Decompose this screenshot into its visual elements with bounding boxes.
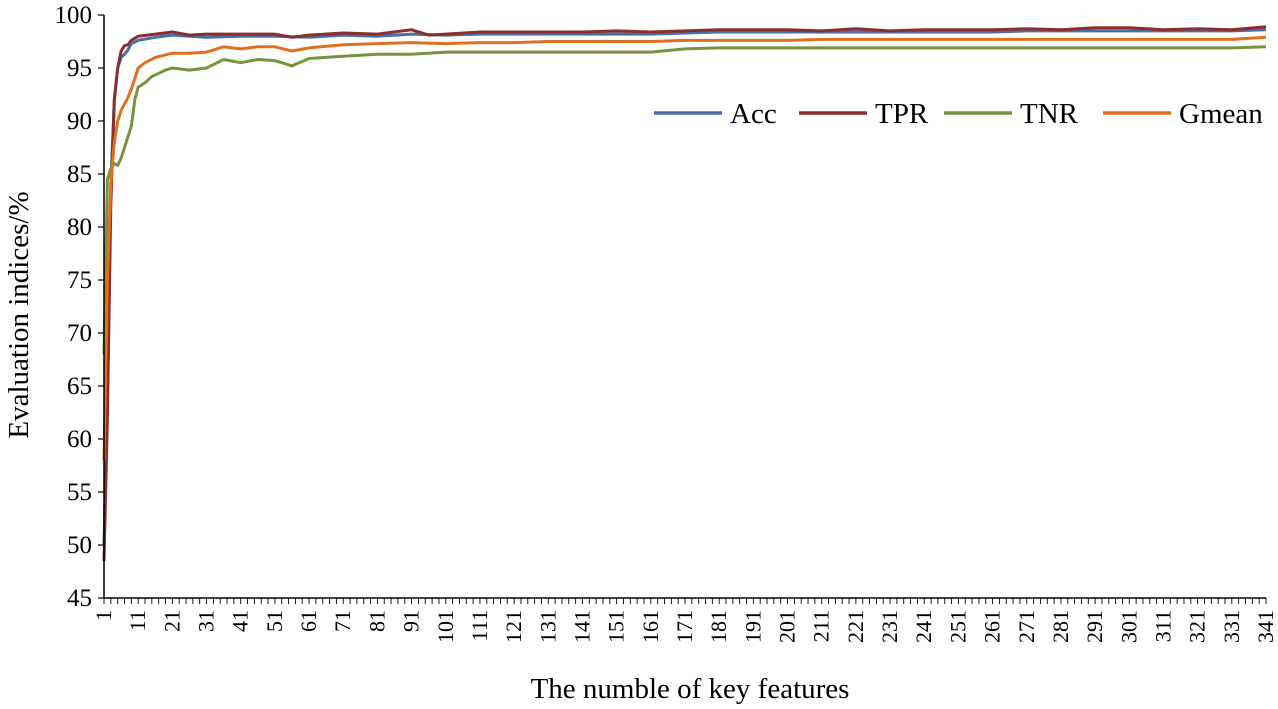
x-tick-label: 21 (159, 610, 184, 632)
y-axis-title: Evaluation indices/% (3, 191, 35, 438)
x-tick-label: 231 (877, 610, 902, 643)
x-tick-label: 341 (1253, 610, 1278, 643)
series-line-tnr (102, 45, 1267, 355)
legend-label-tpr: TPR (875, 98, 929, 130)
series-line-tpr (102, 25, 1267, 561)
x-tick-label: 111 (467, 610, 492, 641)
x-tick-label: 181 (706, 610, 731, 643)
series-line-gmean (102, 35, 1267, 461)
x-tick-label: 151 (604, 610, 629, 643)
x-tick-label: 301 (1116, 610, 1141, 643)
x-tick-label: 81 (364, 610, 389, 632)
x-tick-label: 11 (125, 610, 150, 631)
x-tick-label: 171 (672, 610, 697, 643)
legend: Acc TPR TNR Gmean (654, 98, 1263, 130)
x-tick-label: 31 (194, 610, 219, 632)
legend-label-acc: Acc (730, 98, 777, 130)
x-tick-label: 51 (262, 610, 287, 632)
y-tick-label: 80 (67, 214, 92, 241)
y-tick-label: 65 (67, 373, 92, 400)
legend-label-tnr: TNR (1020, 98, 1079, 130)
x-tick-label: 141 (569, 610, 594, 643)
x-tick-label: 41 (228, 610, 253, 632)
x-axis-ticks: 1 11 21 31 41 51 61 71 81 91 101 111 121 131 141 151 161… (91, 598, 1278, 643)
x-tick-label: 121 (501, 610, 526, 643)
x-tick-label: 271 (1014, 610, 1039, 643)
x-tick-label: 251 (945, 610, 970, 643)
series-line-acc (102, 28, 1267, 546)
x-tick-label: 101 (433, 610, 458, 643)
x-tick-label: 1 (91, 610, 116, 621)
x-tick-label: 61 (296, 610, 321, 632)
x-tick-label: 191 (740, 610, 765, 643)
y-tick-label: 75 (67, 267, 92, 294)
y-tick-label: 100 (55, 2, 93, 29)
x-tick-label: 281 (1048, 610, 1073, 643)
y-tick-label: 45 (67, 585, 92, 612)
x-tick-label: 321 (1185, 610, 1210, 643)
y-tick-label: 50 (67, 532, 92, 559)
y-tick-label: 55 (67, 479, 92, 506)
x-tick-label: 91 (399, 610, 424, 632)
series-lines (102, 25, 1267, 561)
legend-label-gmean: Gmean (1179, 98, 1263, 130)
y-tick-label: 90 (67, 108, 92, 135)
x-tick-label: 211 (809, 610, 834, 642)
x-tick-label: 161 (638, 610, 663, 643)
y-axis-ticks: 45 50 55 60 65 70 75 80 85 90 95 100 (55, 2, 104, 612)
x-tick-label: 241 (911, 610, 936, 643)
y-tick-label: 85 (67, 161, 92, 188)
x-tick-label: 71 (330, 610, 355, 632)
y-tick-label: 60 (67, 426, 92, 453)
x-tick-label: 201 (775, 610, 800, 643)
x-tick-label: 291 (1082, 610, 1107, 643)
x-axis-title: The numble of key features (531, 673, 850, 705)
x-tick-label: 331 (1219, 610, 1244, 643)
y-tick-label: 95 (67, 55, 92, 82)
y-tick-label: 70 (67, 320, 92, 347)
x-tick-label: 261 (980, 610, 1005, 643)
x-tick-label: 311 (1150, 610, 1175, 642)
x-tick-label: 131 (535, 610, 560, 643)
x-tick-label: 221 (843, 610, 868, 643)
